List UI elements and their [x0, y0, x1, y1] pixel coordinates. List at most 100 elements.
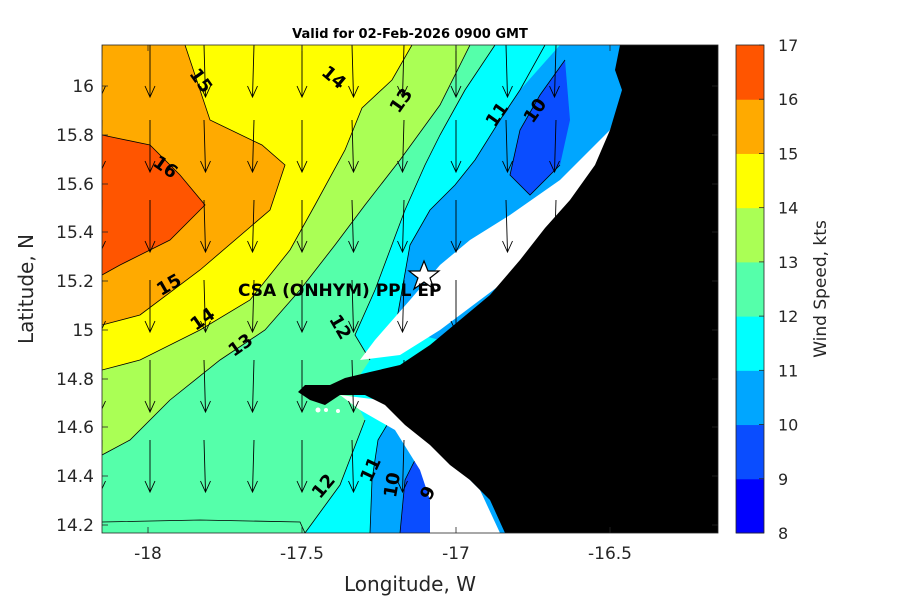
colorbar-segment	[736, 153, 764, 209]
y-tick-label: 16	[72, 77, 94, 97]
colorbar-tick-label: 9	[778, 470, 788, 489]
y-tick-label: 14.2	[56, 516, 94, 536]
colorbar-segment	[736, 478, 764, 534]
wind-arrow	[397, 199, 408, 254]
y-tick-label: 14.6	[56, 418, 94, 438]
wind-arrow	[296, 440, 308, 494]
colorbar-tick-label: 11	[778, 361, 798, 380]
colorbar-segment	[736, 207, 764, 263]
y-tick-label: 15.6	[56, 175, 94, 195]
wind-arrow	[144, 360, 156, 414]
colorbar-segment	[736, 370, 764, 426]
axis-ticks	[102, 45, 718, 533]
wind-arrow	[144, 280, 156, 334]
x-tick-label: -16.5	[588, 544, 632, 564]
wind-arrow	[296, 360, 308, 414]
colorbar-tick-label: 12	[778, 307, 798, 326]
site-label: CSA (ONHYM) PPL EP	[238, 281, 441, 301]
wind-arrow	[247, 199, 258, 254]
wind-arrow	[144, 200, 156, 254]
y-tick-label: 14.4	[56, 467, 94, 487]
wind-arrow	[502, 119, 513, 174]
wind-arrow	[102, 45, 106, 95]
wind-arrow	[502, 45, 513, 99]
site-marker: CSA (ONHYM) PPL EP	[238, 259, 441, 301]
plot-frame	[101, 44, 719, 534]
y-tick-label: 15.2	[56, 272, 94, 292]
wind-arrow	[450, 45, 462, 99]
wind-arrow	[296, 45, 308, 99]
wind-arrow	[247, 119, 258, 174]
wind-arrow	[200, 439, 211, 494]
wind-arrow	[397, 439, 408, 494]
colorbar-ticks: 8 9 10 11 12 13 14 15 16 17	[759, 36, 798, 543]
colorbar-segment	[736, 45, 764, 100]
y-tick-label: 15.4	[56, 223, 94, 243]
wind-arrow	[348, 119, 359, 174]
wind-arrow	[102, 120, 106, 170]
y-tick-label: 15	[72, 321, 94, 341]
wind-arrow	[200, 119, 211, 174]
wind-arrow	[144, 440, 156, 494]
wind-arrow	[450, 280, 462, 334]
wind-arrow	[502, 199, 513, 254]
colorbar-tick-label: 16	[778, 90, 798, 109]
colorbar-tick-label: 17	[778, 36, 798, 55]
x-tick-label: -17	[442, 544, 470, 564]
site-star-icon	[407, 259, 441, 291]
plot-area	[102, 45, 718, 533]
wind-arrow	[144, 45, 156, 99]
wind-arrow	[549, 45, 560, 99]
wind-arrow	[296, 280, 308, 334]
wind-arrow	[144, 120, 156, 174]
wind-arrow	[348, 45, 359, 99]
wind-arrow	[247, 279, 258, 334]
colorbar-segment	[736, 424, 764, 480]
y-axis-label: Latitude, N	[14, 234, 38, 344]
wind-arrow	[200, 279, 211, 334]
map-title: Valid for 02-Feb-2026 0900 GMT	[292, 27, 528, 42]
wind-arrow	[102, 280, 106, 330]
contour-label: 10	[380, 471, 405, 499]
wind-arrow	[348, 279, 359, 334]
wind-arrow	[200, 199, 211, 254]
x-tick-label: -18	[134, 544, 162, 564]
wind-arrow	[450, 200, 462, 254]
colorbar	[736, 45, 764, 534]
x-tick-label: -17.5	[280, 544, 324, 564]
colorbar-segment	[736, 316, 764, 371]
wind-arrow	[397, 119, 408, 174]
y-tick-label: 15.8	[56, 126, 94, 146]
wind-arrow	[348, 199, 359, 254]
colorbar-tick-label: 15	[778, 144, 798, 163]
colorbar-tick-label: 8	[778, 524, 788, 543]
wind-arrow	[102, 440, 106, 490]
wind-arrow	[397, 45, 408, 99]
colorbar-frame	[735, 44, 765, 534]
colorbar-segment	[736, 261, 764, 317]
wind-arrow	[450, 120, 462, 174]
wind-arrow	[247, 359, 258, 414]
colorbar-label: Wind Speed, kts	[811, 220, 831, 358]
wind-arrow	[247, 439, 258, 494]
colorbar-tick-label: 10	[778, 416, 798, 435]
wind-arrow	[397, 359, 408, 414]
wind-arrow	[549, 199, 560, 254]
wind-arrow	[348, 439, 359, 494]
colorbar-tick-label: 14	[778, 199, 798, 218]
wind-arrow	[102, 200, 106, 250]
wind-arrow	[549, 119, 560, 174]
wind-arrow	[296, 200, 308, 254]
wind-arrow	[247, 45, 258, 99]
wind-vectors	[102, 45, 560, 494]
wind-arrow	[200, 359, 211, 414]
wind-arrow	[102, 360, 106, 410]
x-axis-label: Longitude, W	[344, 572, 476, 596]
colorbar-tick-label: 13	[778, 253, 798, 272]
y-tick-label: 14.8	[56, 370, 94, 390]
wind-arrow	[348, 359, 359, 414]
colorbar-segment	[736, 99, 764, 154]
wind-arrow	[200, 45, 211, 99]
wind-arrow	[296, 120, 308, 174]
